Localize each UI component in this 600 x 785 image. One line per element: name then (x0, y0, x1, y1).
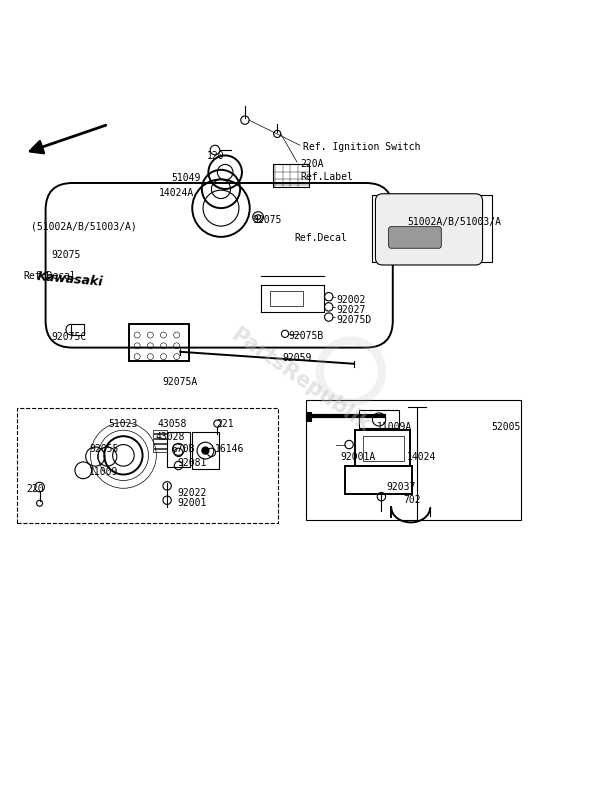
FancyBboxPatch shape (46, 183, 393, 348)
Bar (154, 434, 167, 438)
Bar (154, 429, 167, 433)
Text: PartsRepublik: PartsRepublik (227, 325, 373, 436)
Text: 43058: 43058 (158, 419, 187, 429)
Text: Ref.Label: Ref.Label (300, 172, 353, 182)
Bar (372, 195, 491, 262)
Bar (192, 432, 219, 469)
Text: 120: 120 (207, 151, 225, 161)
Bar (306, 400, 521, 520)
Bar (306, 411, 311, 422)
Text: 51049: 51049 (171, 173, 200, 183)
Bar (71, 324, 85, 335)
Text: 92075B: 92075B (288, 330, 323, 341)
Bar (154, 444, 167, 447)
Text: 92027: 92027 (336, 305, 365, 315)
Text: 43028: 43028 (155, 433, 185, 443)
Bar (130, 324, 189, 361)
Text: 14024A: 14024A (160, 188, 194, 198)
Text: 11009: 11009 (89, 466, 119, 476)
Text: 16146: 16146 (215, 444, 244, 455)
Text: 220: 220 (26, 484, 43, 495)
Text: Ref. Ignition Switch: Ref. Ignition Switch (303, 142, 421, 152)
Bar (363, 436, 404, 461)
Text: 92022: 92022 (177, 488, 206, 498)
Text: 11009A: 11009A (377, 422, 412, 433)
Text: 92075: 92075 (252, 215, 281, 225)
Circle shape (202, 447, 209, 455)
Text: 92081: 92081 (177, 458, 206, 468)
Text: 92075D: 92075D (336, 315, 371, 325)
Text: 702: 702 (403, 495, 421, 506)
Text: 51002A/B/51003/A: 51002A/B/51003/A (408, 217, 502, 227)
Text: 92059: 92059 (282, 352, 311, 363)
Bar (154, 449, 167, 452)
Bar (167, 432, 190, 467)
Bar (355, 429, 410, 466)
Text: 220A: 220A (300, 159, 323, 169)
FancyBboxPatch shape (389, 227, 441, 248)
Text: 14024: 14024 (407, 451, 436, 462)
Text: (51002A/B/51003/A): (51002A/B/51003/A) (31, 221, 136, 231)
Text: 221: 221 (216, 419, 234, 429)
Text: Kawasaki: Kawasaki (37, 270, 104, 289)
Bar (273, 164, 309, 187)
Text: 52005: 52005 (491, 422, 521, 433)
Bar (359, 411, 400, 429)
Text: 92055: 92055 (89, 444, 119, 455)
Text: 670B: 670B (171, 444, 195, 455)
Bar (154, 439, 167, 443)
FancyBboxPatch shape (376, 194, 482, 265)
Text: 92001: 92001 (177, 498, 206, 508)
Text: 92037: 92037 (387, 482, 416, 492)
Text: 92075: 92075 (52, 250, 81, 260)
Text: 92075A: 92075A (163, 377, 197, 387)
Text: 92075C: 92075C (52, 332, 87, 342)
Text: 51023: 51023 (109, 419, 138, 429)
Text: 92001A: 92001A (341, 451, 376, 462)
Bar (270, 290, 303, 305)
Text: 92002: 92002 (336, 294, 365, 305)
Text: Ref.Decal: Ref.Decal (294, 233, 347, 243)
Text: Ref.Decal: Ref.Decal (23, 271, 76, 281)
Bar (345, 466, 412, 495)
Bar (17, 408, 278, 523)
